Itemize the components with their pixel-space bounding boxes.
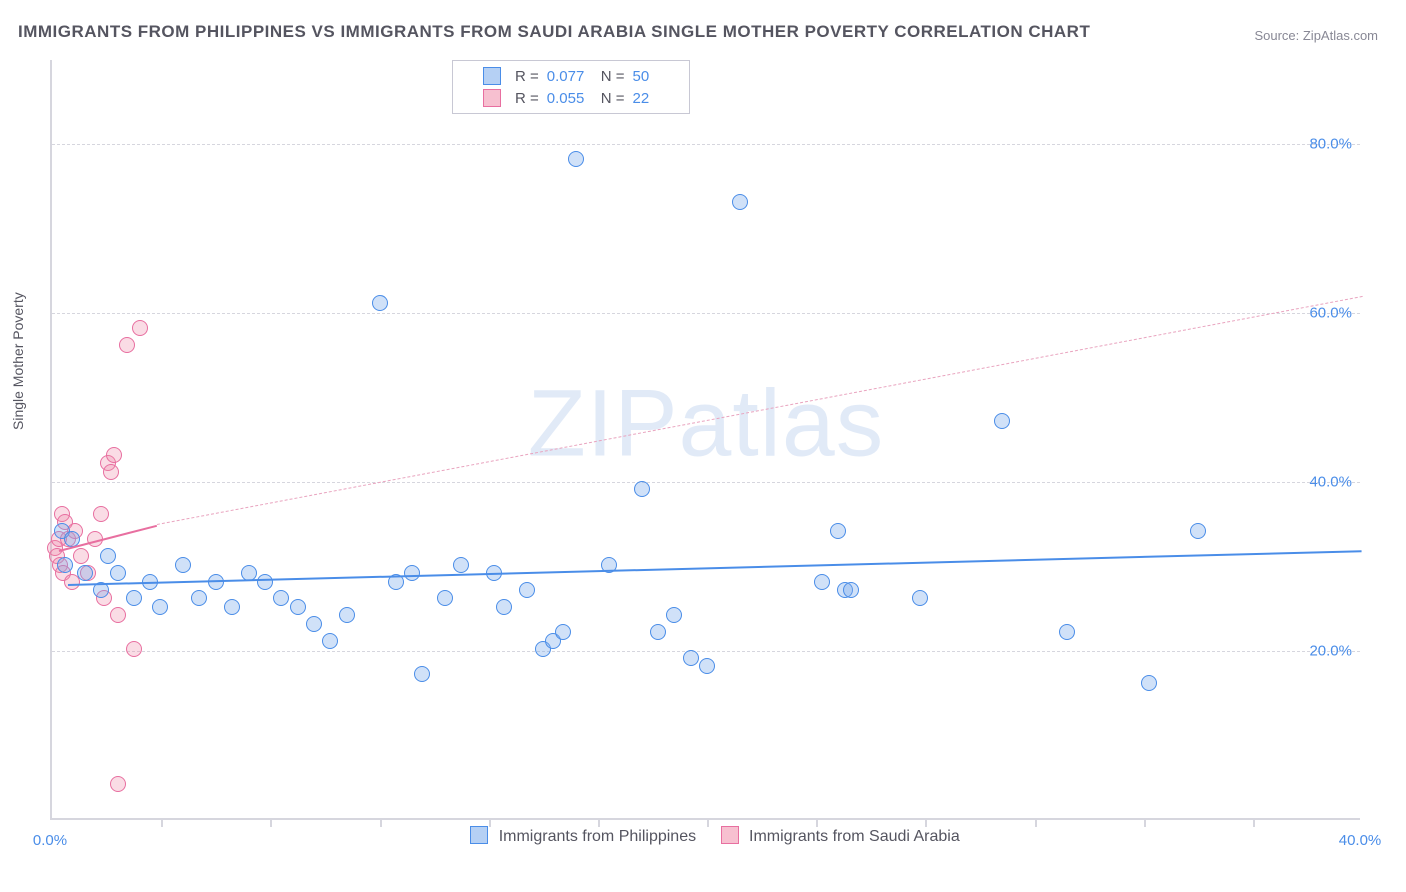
point-philippines [830,523,846,539]
point-philippines [257,574,273,590]
gridline [52,482,1360,483]
legend-row-blue: R = 0.077 N = 50 [463,65,679,87]
point-philippines [224,599,240,615]
point-philippines [912,590,928,606]
correlation-legend: R = 0.077 N = 50 R = 0.055 N = 22 [452,60,690,114]
y-axis-label: Single Mother Poverty [10,292,26,430]
series-legend: Immigrants from Philippines Immigrants f… [50,826,1360,846]
point-saudi [126,641,142,657]
point-philippines [152,599,168,615]
legend-label-philippines: Immigrants from Philippines [499,828,696,845]
point-philippines [404,565,420,581]
legend-r-label: R = [515,90,539,107]
point-philippines [634,481,650,497]
point-philippines [1190,523,1206,539]
point-philippines [437,590,453,606]
gridline [52,313,1360,314]
point-philippines [77,565,93,581]
legend-swatch-pink [483,89,501,107]
legend-label-saudi: Immigrants from Saudi Arabia [749,828,960,845]
legend-swatch-saudi [721,826,739,844]
point-philippines [191,590,207,606]
watermark: ZIPatlas [528,369,884,478]
legend-n-value-pink: 22 [633,90,679,107]
point-philippines [994,413,1010,429]
point-philippines [814,574,830,590]
source-label: Source: ZipAtlas.com [1254,28,1378,43]
point-philippines [453,557,469,573]
point-philippines [843,582,859,598]
plot-area: ZIPatlas R = 0.077 N = 50 R = 0.055 N = … [50,60,1360,820]
legend-r-value-blue: 0.077 [547,68,593,85]
gridline [52,651,1360,652]
point-saudi [132,320,148,336]
legend-n-label: N = [601,68,625,85]
legend-r-label: R = [515,68,539,85]
point-saudi [103,464,119,480]
y-tick-label: 60.0% [1309,305,1352,322]
point-philippines [414,666,430,682]
point-saudi [119,337,135,353]
point-philippines [126,590,142,606]
point-philippines [650,624,666,640]
gridline [52,144,1360,145]
legend-swatch-philippines [470,826,488,844]
trendline-philippines [68,550,1362,586]
point-philippines [699,658,715,674]
point-philippines [683,650,699,666]
legend-swatch-blue [483,67,501,85]
point-philippines [110,565,126,581]
point-philippines [306,616,322,632]
point-philippines [57,557,73,573]
point-philippines [732,194,748,210]
y-tick-label: 40.0% [1309,474,1352,491]
point-saudi [110,607,126,623]
point-philippines [1059,624,1075,640]
point-philippines [273,590,289,606]
point-saudi [106,447,122,463]
y-tick-label: 20.0% [1309,643,1352,660]
legend-row-pink: R = 0.055 N = 22 [463,87,679,109]
point-philippines [666,607,682,623]
legend-r-value-pink: 0.055 [547,90,593,107]
point-saudi [73,548,89,564]
legend-n-value-blue: 50 [633,68,679,85]
point-philippines [496,599,512,615]
point-philippines [372,295,388,311]
trendline-saudi-extrapolated [157,296,1362,525]
point-saudi [93,506,109,522]
point-philippines [1141,675,1157,691]
point-philippines [519,582,535,598]
legend-n-label: N = [601,90,625,107]
point-philippines [175,557,191,573]
point-philippines [100,548,116,564]
point-philippines [322,633,338,649]
point-philippines [290,599,306,615]
point-philippines [555,624,571,640]
point-philippines [339,607,355,623]
point-saudi [110,776,126,792]
y-tick-label: 80.0% [1309,136,1352,153]
point-philippines [568,151,584,167]
chart-title: IMMIGRANTS FROM PHILIPPINES VS IMMIGRANT… [18,22,1090,42]
